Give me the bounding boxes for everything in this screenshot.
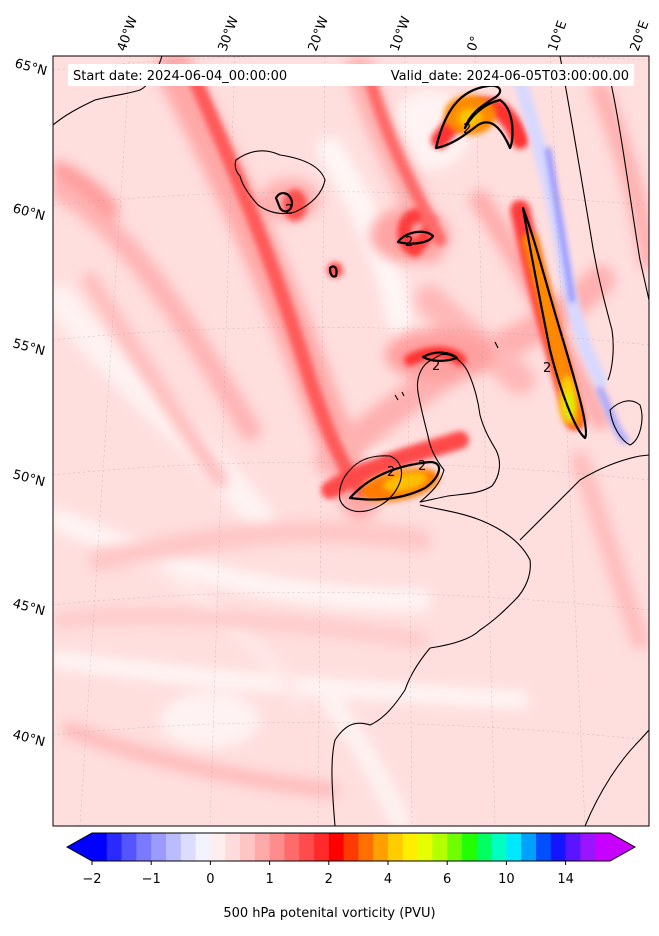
colorbar-swatch <box>358 833 374 861</box>
contour-label: 2 <box>405 235 413 250</box>
start-date-label: Start date: 2024-06-04_00:00:00 <box>73 69 287 84</box>
pv-negative-streak <box>513 73 629 444</box>
colorbar-swatch <box>565 833 581 861</box>
colorbar-swatch <box>506 833 522 861</box>
contour-labels: 2 2 2 2 2 2 2 <box>285 122 551 480</box>
colorbar-swatch <box>210 833 226 861</box>
lon-label: 20°W <box>306 14 332 53</box>
colorbar-swatch <box>580 833 596 861</box>
continent-coast <box>519 454 649 541</box>
contour-label: 2 <box>463 122 471 137</box>
colorbar-extend-max <box>610 833 635 861</box>
colorbar-swatch <box>521 833 537 861</box>
graticule <box>53 56 649 826</box>
iberia-coast <box>331 647 431 826</box>
contour-label: 2 <box>432 359 440 374</box>
map-frame <box>52 55 650 827</box>
lon-label: 40°W <box>115 14 141 53</box>
lon-label: 30°W <box>216 14 242 53</box>
colorbar-swatch <box>240 833 256 861</box>
colorbar-swatch <box>166 833 182 861</box>
iceland-coast <box>234 150 326 215</box>
france-coast <box>419 504 531 649</box>
colorbar-tick-label: 1 <box>265 872 273 887</box>
colorbar-swatch <box>432 833 448 861</box>
colorbar-tick-label: −1 <box>142 872 161 887</box>
colorbar-swatch <box>151 833 167 861</box>
colorbar-swatch <box>373 833 389 861</box>
colorbar-swatch <box>92 833 108 861</box>
lon-label: 0° <box>465 34 484 53</box>
denmark <box>609 400 643 446</box>
colorbar-tick-label: 6 <box>443 872 451 887</box>
colorbar-swatch <box>550 833 567 861</box>
ireland <box>338 455 403 513</box>
colorbar-swatch <box>417 833 433 861</box>
contour-label: 2 <box>387 465 395 480</box>
colorbar-swatch <box>299 833 315 861</box>
header-box <box>68 64 634 86</box>
colorbar-tick-label: 10 <box>498 872 515 887</box>
colorbar-tick-label: 0 <box>206 872 214 887</box>
africa-coast <box>584 729 649 826</box>
pv-field <box>53 56 649 826</box>
colorbar-tick-label: 4 <box>384 872 392 887</box>
colorbar-swatch <box>254 833 271 861</box>
lat-label: 50°N <box>11 467 47 490</box>
shetland <box>494 341 499 349</box>
norway-inner <box>607 69 649 301</box>
colorbar-swatch <box>388 833 404 861</box>
lon-label: 10°E <box>546 19 571 54</box>
lon-label: 10°W <box>388 14 414 53</box>
contour-label: 2 <box>418 459 426 474</box>
colorbar-swatch <box>269 833 285 861</box>
colorbar-swatch <box>284 833 300 861</box>
latitude-labels: 65°N 60°N 55°N 50°N 45°N 40°N <box>11 56 49 750</box>
colorbar-swatch <box>106 833 123 861</box>
faroes <box>394 391 405 401</box>
contour-label: 2 <box>285 203 293 218</box>
valid-date-label: Valid_date: 2024-06-05T03:00:00.00 <box>391 69 629 84</box>
colorbar-swatch <box>225 833 241 861</box>
colorbar-swatch <box>121 833 137 861</box>
colorbar-swatch <box>402 833 419 861</box>
colorbar-swatch <box>491 833 507 861</box>
colorbar-tick-label: 14 <box>557 872 574 887</box>
lat-label: 60°N <box>11 201 47 224</box>
colorbar-swatch <box>180 833 197 861</box>
lat-label: 65°N <box>13 56 49 79</box>
contour-label: 2 <box>543 361 551 376</box>
colorbar-swatch <box>328 833 345 861</box>
coastlines <box>53 56 649 826</box>
colorbar-swatch <box>136 833 152 861</box>
colorbar-tick-label: −2 <box>82 872 101 887</box>
lon-label: 20°E <box>628 19 653 54</box>
colorbar-title: 500 hPa potenital vorticity (PVU) <box>223 906 436 921</box>
lat-label: 45°N <box>11 596 47 619</box>
colorbar-extend-min <box>67 833 92 861</box>
colorbar-swatch <box>195 833 211 861</box>
colorbar-swatch <box>314 833 330 861</box>
colorbar-swatch <box>476 833 493 861</box>
colorbar: −2 −1 0 1 2 4 6 10 14 <box>65 832 637 887</box>
colorbar-tick-label: 2 <box>325 872 333 887</box>
colorbar-swatch <box>536 833 552 861</box>
norway-coast <box>559 56 614 381</box>
colorbar-swatch <box>447 833 463 861</box>
lat-label: 55°N <box>11 336 47 359</box>
longitude-labels: 40°W 30°W 20°W 10°W 0° 10°E 20°E <box>115 14 653 53</box>
great-britain <box>416 353 501 503</box>
lat-label: 40°N <box>11 727 47 750</box>
colorbar-swatch <box>595 833 611 861</box>
colorbar-swatch <box>462 833 478 861</box>
colorbar-swatch <box>343 833 359 861</box>
